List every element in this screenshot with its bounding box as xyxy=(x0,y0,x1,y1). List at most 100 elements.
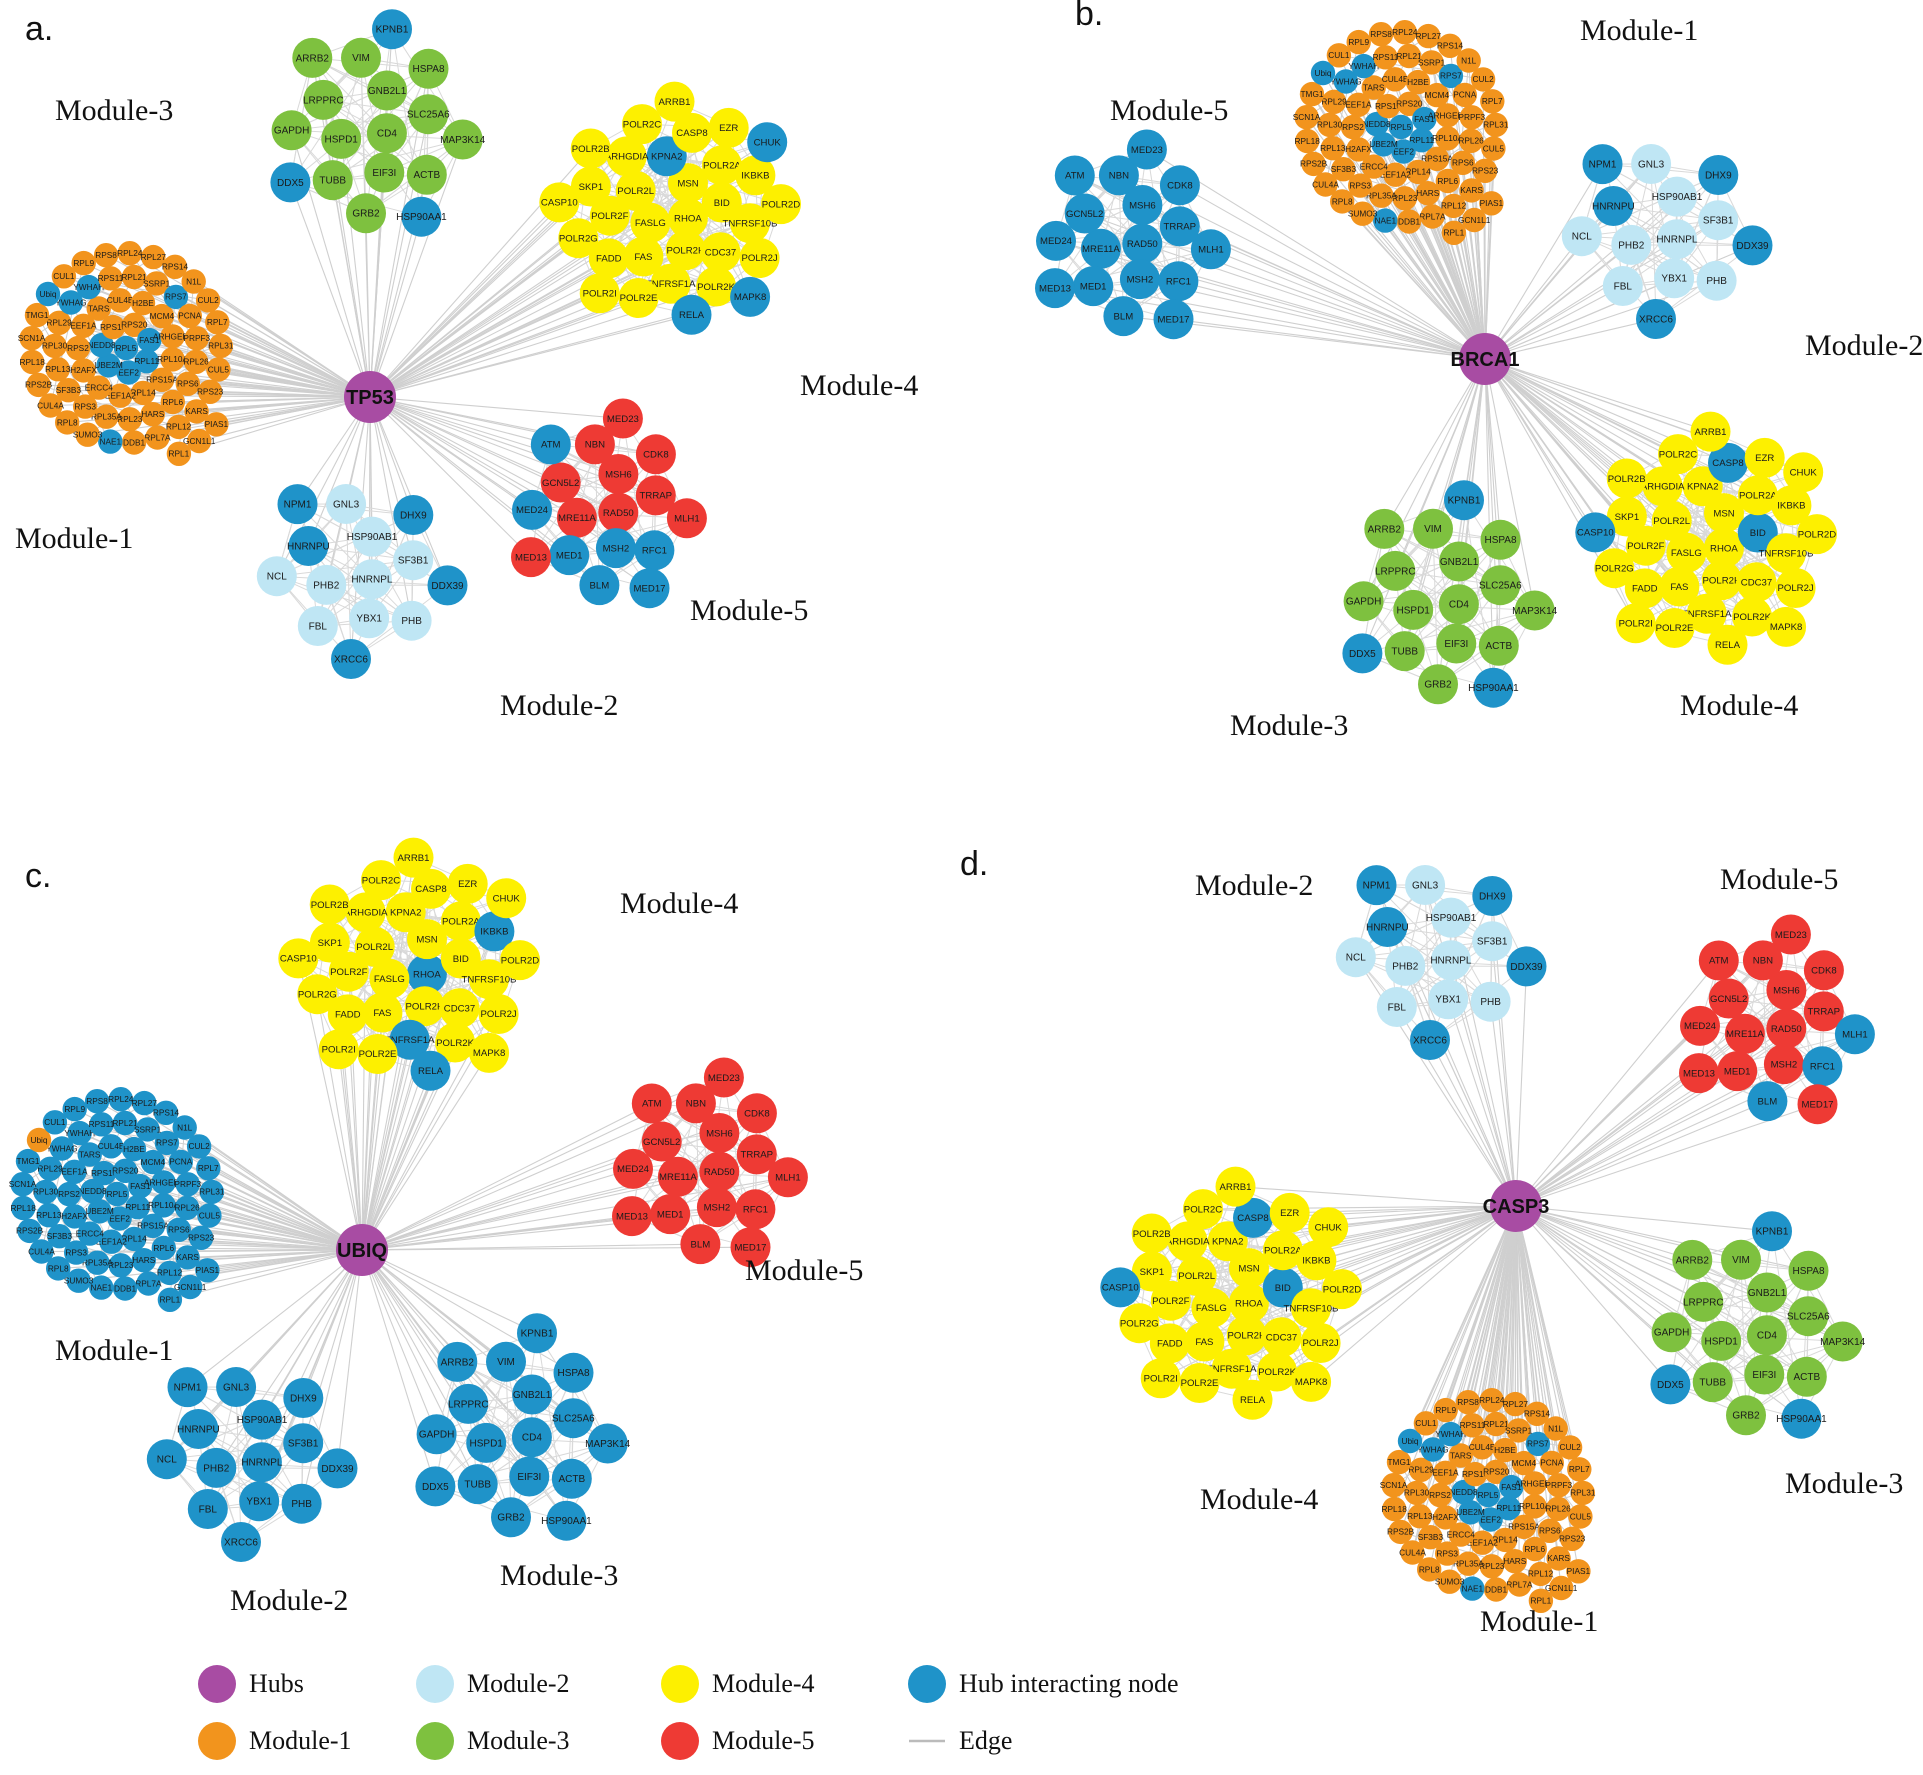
svg-text:DHX9: DHX9 xyxy=(290,1393,317,1404)
svg-text:NCL: NCL xyxy=(157,1455,177,1466)
svg-text:SF3B3: SF3B3 xyxy=(1418,1532,1444,1542)
svg-text:PCNA: PCNA xyxy=(1540,1458,1564,1468)
svg-text:MLH1: MLH1 xyxy=(1198,245,1224,256)
svg-text:RPL7: RPL7 xyxy=(1482,96,1503,106)
svg-text:MLH1: MLH1 xyxy=(674,514,700,525)
svg-text:N1L: N1L xyxy=(186,276,202,286)
svg-text:RPL7: RPL7 xyxy=(207,317,228,327)
svg-text:H2AFX: H2AFX xyxy=(61,1211,88,1221)
svg-text:GCN1L1: GCN1L1 xyxy=(1545,1583,1578,1593)
svg-text:PHB: PHB xyxy=(291,1499,312,1510)
svg-text:CUL1: CUL1 xyxy=(44,1117,66,1127)
svg-text:BLM: BLM xyxy=(590,580,610,591)
svg-text:RPL31: RPL31 xyxy=(208,341,234,351)
svg-text:RPL35A: RPL35A xyxy=(1366,191,1397,201)
svg-text:RPS20: RPS20 xyxy=(121,320,148,330)
svg-text:MED23: MED23 xyxy=(708,1073,740,1084)
svg-text:ATM: ATM xyxy=(642,1099,662,1110)
svg-text:ERCC4: ERCC4 xyxy=(1447,1529,1476,1539)
svg-text:Module-2: Module-2 xyxy=(1195,869,1313,902)
svg-text:HARS: HARS xyxy=(1416,188,1440,198)
svg-text:RPS3: RPS3 xyxy=(1349,181,1371,191)
svg-text:UBE2M: UBE2M xyxy=(1369,139,1398,149)
svg-text:NBN: NBN xyxy=(686,1099,706,1110)
svg-text:Module-1: Module-1 xyxy=(1480,1605,1598,1638)
svg-text:POLR2A: POLR2A xyxy=(1739,491,1777,502)
svg-text:RPS14: RPS14 xyxy=(1437,41,1464,51)
svg-text:CASP8: CASP8 xyxy=(415,884,446,895)
svg-text:PRPF3: PRPF3 xyxy=(183,333,210,343)
svg-text:EZR: EZR xyxy=(1755,453,1774,464)
svg-text:RPL12: RPL12 xyxy=(157,1268,183,1278)
svg-text:RPL31: RPL31 xyxy=(1570,1488,1596,1498)
svg-text:RPS3: RPS3 xyxy=(65,1248,87,1258)
svg-text:LRPPRC: LRPPRC xyxy=(448,1399,489,1410)
svg-text:RPL11: RPL11 xyxy=(1496,1503,1521,1513)
svg-text:XRCC6: XRCC6 xyxy=(224,1537,258,1548)
svg-text:KPNB1: KPNB1 xyxy=(1448,496,1481,507)
svg-text:RPL1: RPL1 xyxy=(1444,228,1465,238)
svg-text:Module-1: Module-1 xyxy=(15,522,133,555)
svg-text:RPL30: RPL30 xyxy=(42,341,68,351)
svg-text:RPL30: RPL30 xyxy=(1317,120,1343,130)
svg-text:Module-2: Module-2 xyxy=(467,1669,570,1698)
svg-text:CASP8: CASP8 xyxy=(1237,1213,1268,1224)
svg-text:CHUK: CHUK xyxy=(1790,468,1818,479)
svg-text:MCM4: MCM4 xyxy=(1425,90,1450,100)
svg-text:GRB2: GRB2 xyxy=(1424,680,1452,691)
svg-text:RPL9: RPL9 xyxy=(1348,37,1369,47)
svg-text:CDC37: CDC37 xyxy=(444,1003,475,1014)
svg-text:RPS14: RPS14 xyxy=(162,262,189,272)
svg-text:MSH2: MSH2 xyxy=(1771,1059,1798,1070)
svg-text:MRE11A: MRE11A xyxy=(659,1172,697,1183)
svg-text:CDK8: CDK8 xyxy=(1811,966,1837,977)
svg-text:CUL4B: CUL4B xyxy=(98,1141,125,1151)
svg-text:CASP10: CASP10 xyxy=(541,198,578,209)
svg-text:Hub interacting node: Hub interacting node xyxy=(959,1669,1179,1698)
svg-text:RPS2B: RPS2B xyxy=(16,1226,44,1236)
svg-text:MED13: MED13 xyxy=(1683,1068,1715,1079)
svg-text:SF3B1: SF3B1 xyxy=(288,1439,319,1450)
svg-text:H2BE: H2BE xyxy=(1494,1445,1516,1455)
svg-text:CDK8: CDK8 xyxy=(1167,181,1193,192)
svg-text:MAPK8: MAPK8 xyxy=(734,292,767,303)
svg-text:RPL29: RPL29 xyxy=(1321,97,1347,107)
svg-text:DDX5: DDX5 xyxy=(277,178,304,189)
svg-text:RPS6: RPS6 xyxy=(1452,158,1474,168)
svg-text:NEDD8: NEDD8 xyxy=(88,340,117,350)
svg-text:GNL3: GNL3 xyxy=(1412,880,1439,891)
svg-text:FAS: FAS xyxy=(1195,1337,1213,1348)
svg-text:POLR2B: POLR2B xyxy=(311,900,349,911)
svg-text:MED23: MED23 xyxy=(607,414,639,425)
svg-text:ERCC4: ERCC4 xyxy=(1360,161,1389,171)
svg-text:RPS6: RPS6 xyxy=(168,1225,190,1235)
svg-text:ERCC4: ERCC4 xyxy=(85,382,114,392)
svg-text:N1L: N1L xyxy=(1548,1423,1564,1433)
svg-text:RPL31: RPL31 xyxy=(199,1187,225,1197)
svg-text:NEDD8: NEDD8 xyxy=(79,1186,108,1196)
svg-text:RPL9: RPL9 xyxy=(64,1104,85,1114)
svg-text:POLR2C: POLR2C xyxy=(1659,449,1697,460)
svg-text:MAPK8: MAPK8 xyxy=(1295,1377,1328,1388)
svg-text:ARHGDIA: ARHGDIA xyxy=(344,908,388,919)
svg-text:UBE2M: UBE2M xyxy=(94,360,123,370)
svg-text:GCN1L1: GCN1L1 xyxy=(1458,215,1491,225)
svg-text:PCNA: PCNA xyxy=(178,311,202,321)
svg-text:RPL7A: RPL7A xyxy=(1419,211,1446,221)
svg-text:MSH2: MSH2 xyxy=(603,543,630,554)
svg-text:RPS8: RPS8 xyxy=(95,250,117,260)
svg-text:CD4: CD4 xyxy=(377,129,397,140)
svg-text:MRE11A: MRE11A xyxy=(1082,244,1120,255)
svg-text:RPS7: RPS7 xyxy=(156,1138,178,1148)
svg-text:TRRAP: TRRAP xyxy=(640,491,673,502)
svg-text:GNB2L1: GNB2L1 xyxy=(1748,1288,1787,1299)
svg-text:MSH6: MSH6 xyxy=(605,469,632,480)
svg-text:PIAS1: PIAS1 xyxy=(205,419,229,429)
svg-text:HNRNPL: HNRNPL xyxy=(351,575,393,586)
svg-text:GAPDH: GAPDH xyxy=(274,126,310,137)
svg-text:RPL6: RPL6 xyxy=(1524,1544,1545,1554)
svg-text:GRB2: GRB2 xyxy=(352,209,380,220)
svg-text:CUL4B: CUL4B xyxy=(1382,74,1409,84)
svg-text:RPS15A: RPS15A xyxy=(1421,154,1453,164)
svg-text:MSH2: MSH2 xyxy=(1127,274,1154,285)
